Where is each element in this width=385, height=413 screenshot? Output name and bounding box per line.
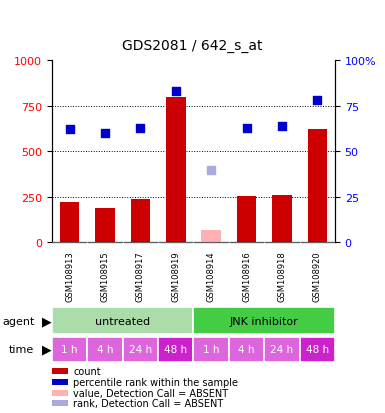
- Bar: [131, 199, 150, 243]
- Text: GSM108919: GSM108919: [171, 251, 180, 301]
- Bar: [237, 197, 256, 243]
- Text: untreated: untreated: [95, 316, 150, 326]
- Bar: [193, 308, 335, 335]
- Text: GSM108917: GSM108917: [136, 251, 145, 301]
- Point: [314, 98, 320, 104]
- Text: JNK inhibitor: JNK inhibitor: [230, 316, 299, 326]
- Point: [208, 167, 214, 173]
- Bar: [60, 203, 79, 243]
- Bar: [52, 401, 67, 406]
- Bar: [308, 130, 327, 243]
- Bar: [300, 337, 335, 362]
- Point: [137, 125, 144, 132]
- Point: [173, 89, 179, 95]
- Text: GDS2081 / 642_s_at: GDS2081 / 642_s_at: [122, 39, 263, 53]
- Bar: [193, 337, 229, 362]
- Text: GSM108920: GSM108920: [313, 251, 322, 301]
- Text: 4 h: 4 h: [97, 344, 113, 354]
- Bar: [52, 337, 87, 362]
- Bar: [201, 230, 221, 243]
- Text: GSM108916: GSM108916: [242, 251, 251, 301]
- Text: 48 h: 48 h: [164, 344, 187, 354]
- Bar: [95, 208, 115, 243]
- Text: agent: agent: [2, 316, 34, 326]
- Point: [102, 131, 108, 137]
- Bar: [123, 337, 158, 362]
- Bar: [52, 389, 67, 396]
- Bar: [52, 368, 67, 374]
- Text: GSM108913: GSM108913: [65, 251, 74, 301]
- Point: [67, 127, 73, 133]
- Text: 24 h: 24 h: [270, 344, 293, 354]
- Bar: [166, 97, 186, 243]
- Text: GSM108915: GSM108915: [100, 251, 110, 301]
- Text: GSM108918: GSM108918: [277, 251, 286, 301]
- Point: [243, 125, 249, 132]
- Bar: [272, 196, 291, 243]
- Text: ▶: ▶: [42, 343, 52, 356]
- Text: count: count: [73, 366, 101, 376]
- Text: ▶: ▶: [42, 315, 52, 328]
- Bar: [229, 337, 264, 362]
- Text: rank, Detection Call = ABSENT: rank, Detection Call = ABSENT: [73, 399, 223, 408]
- Text: percentile rank within the sample: percentile rank within the sample: [73, 377, 238, 387]
- Bar: [87, 337, 123, 362]
- Bar: [264, 337, 300, 362]
- Text: 24 h: 24 h: [129, 344, 152, 354]
- Point: [279, 123, 285, 130]
- Text: 48 h: 48 h: [306, 344, 329, 354]
- Text: GSM108914: GSM108914: [207, 251, 216, 301]
- Bar: [158, 337, 193, 362]
- Bar: [52, 379, 67, 385]
- Text: 4 h: 4 h: [238, 344, 255, 354]
- Bar: [52, 308, 193, 335]
- Text: 1 h: 1 h: [62, 344, 78, 354]
- Text: value, Detection Call = ABSENT: value, Detection Call = ABSENT: [73, 388, 228, 398]
- Text: 1 h: 1 h: [203, 344, 219, 354]
- Text: time: time: [9, 344, 34, 354]
